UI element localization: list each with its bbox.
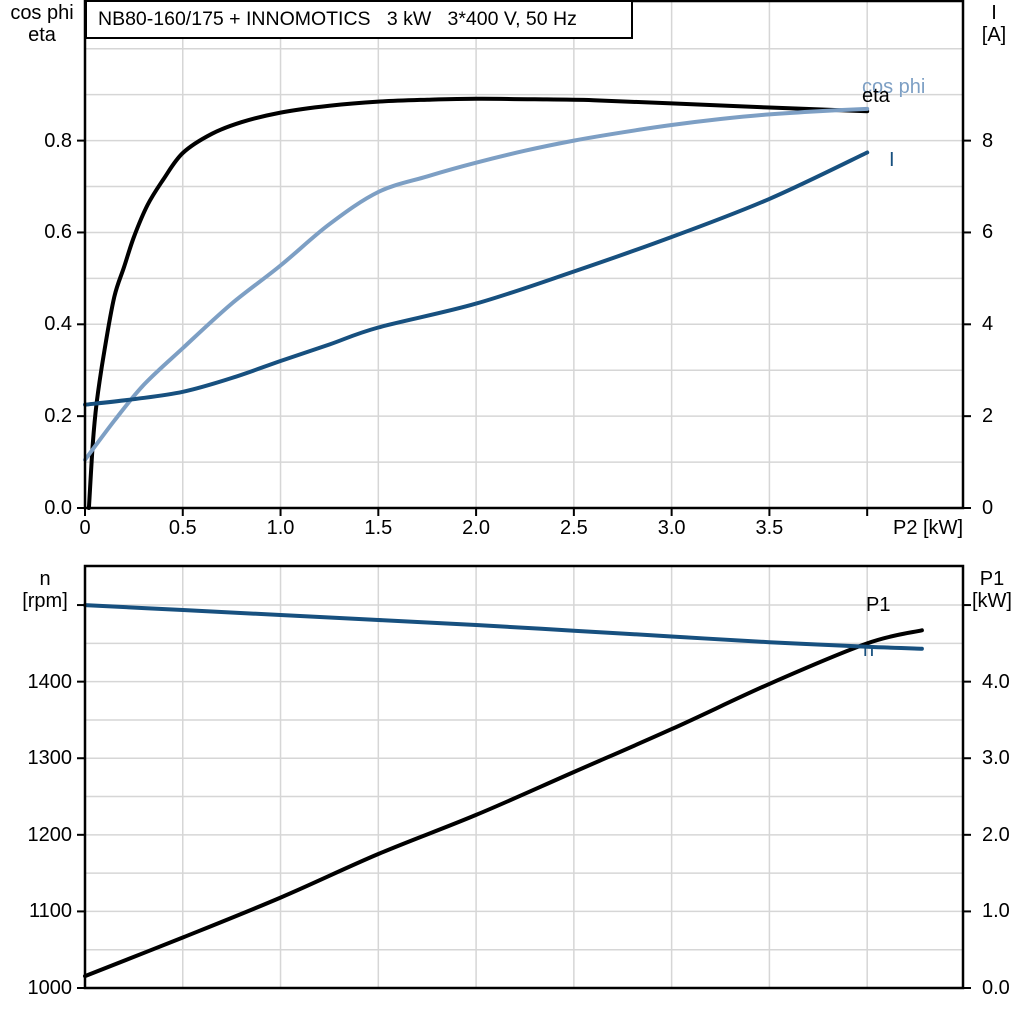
y-left-tick-label-1000: 1000	[27, 977, 73, 999]
y-right-tick-label-1.0: 1.0	[982, 900, 1010, 923]
y-right-tick-label-6: 6	[982, 221, 994, 244]
axis-title-kw-unit: [kW]	[972, 590, 1012, 612]
axis-title-n: n	[39, 568, 51, 590]
axis-title-cos-phi: cos phi	[10, 2, 74, 24]
y-left-tick-label-0.2: 0.2	[44, 405, 72, 428]
bottom-chart-right-axis-title: P1 [kW]	[960, 568, 1024, 612]
x-tick-label-2.5: 2.5	[559, 517, 588, 539]
y-left-tick-label-1100: 1100	[28, 900, 72, 923]
top-chart-x-axis-label: P2 [kW]	[892, 517, 963, 539]
axis-title-amps-unit: [A]	[981, 24, 1007, 46]
y-left-tick-label-1400: 1400	[27, 670, 73, 693]
curve-label-n: n	[863, 639, 875, 661]
axis-title-I: I	[991, 2, 997, 24]
y-left-tick-label-0.6: 0.6	[44, 221, 72, 244]
y-left-tick-label-1300: 1300	[27, 747, 73, 770]
curve-I	[83, 150, 870, 407]
curve-n	[83, 603, 924, 651]
x-tick-label-3.0: 3.0	[657, 517, 686, 539]
plot-frame	[83, 564, 965, 990]
y-right-tick-label-0.0: 0.0	[982, 977, 1010, 999]
curve-eta	[86, 96, 870, 510]
chart-title-box: NB80-160/175 + INNOMOTICS 3 kW 3*400 V, …	[85, 0, 633, 39]
axis-title-P1: P1	[979, 568, 1005, 590]
y-right-tick-label-3.0: 3.0	[982, 747, 1010, 770]
x-tick-label-2.0: 2.0	[462, 517, 490, 539]
curve-label-cos-phi: cos phi	[862, 76, 926, 98]
top-chart-right-axis-title: I [A]	[966, 2, 1022, 46]
x-tick-label-1.5: 1.5	[364, 517, 393, 539]
y-right-tick-label-2.0: 2.0	[982, 823, 1010, 846]
curve-cos-phi	[83, 106, 870, 462]
y-left-tick-label-0.8: 0.8	[44, 129, 72, 152]
y-left-tick-label-1200: 1200	[27, 823, 73, 846]
x-tick-label-0.5: 0.5	[168, 517, 197, 539]
axis-title-eta: eta	[28, 24, 56, 46]
x-tick-label-3.5: 3.5	[755, 517, 784, 539]
curve-label-P1: P1	[866, 594, 891, 616]
y-left-tick-label-0.0: 0.0	[44, 497, 72, 519]
curve-P1	[83, 628, 924, 979]
y-left-tick-label-0.4: 0.4	[44, 313, 72, 336]
y-right-tick-label-0: 0	[982, 497, 994, 519]
x-tick-label-0: 0	[79, 517, 91, 539]
plot-frame	[83, 0, 965, 510]
curve-label-eta: eta	[862, 85, 890, 107]
x-tick-label-1.0: 1.0	[266, 517, 295, 539]
y-right-tick-label-4: 4	[982, 313, 994, 336]
y-right-tick-label-2: 2	[982, 405, 994, 428]
curve-label-I: I	[889, 149, 895, 171]
axis-title-rpm-unit: [rpm]	[22, 590, 68, 612]
y-right-tick-label-4.0: 4.0	[982, 670, 1010, 693]
top-chart-left-axis-title: cos phi eta	[0, 2, 84, 46]
bottom-chart-left-axis-title: n [rpm]	[2, 568, 88, 612]
y-right-tick-label-8: 8	[982, 129, 994, 152]
